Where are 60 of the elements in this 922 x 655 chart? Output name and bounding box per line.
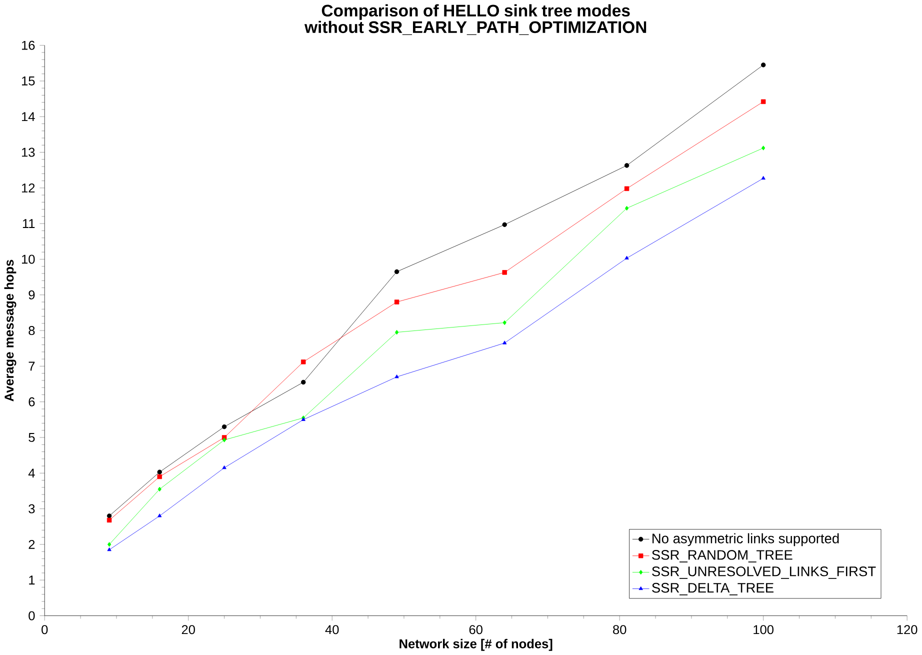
- point: [222, 438, 226, 442]
- point: [624, 256, 629, 260]
- x-tick-label: 20: [182, 625, 195, 634]
- point: [394, 269, 400, 274]
- point: [394, 374, 399, 378]
- x-tick-label: 80: [613, 625, 626, 634]
- chart-title: Comparison of HELLO sink tree modes without SSR_EARLY_PATH_OPTIMIZATION: [304, 4, 646, 35]
- y-tick-label: 9: [28, 290, 35, 300]
- y-tick-label: 14: [22, 112, 35, 121]
- y-tick-label: 10: [22, 254, 35, 264]
- y-tick-label: 5: [28, 432, 35, 442]
- point: [762, 146, 766, 150]
- y-tick-label: 11: [22, 219, 35, 228]
- y-tick-label: 6: [28, 397, 35, 406]
- y-tick-label: 13: [22, 148, 35, 157]
- point: [157, 474, 162, 480]
- y-tick-label: 3: [28, 504, 35, 514]
- point: [300, 359, 306, 364]
- y-tick-label: 7: [28, 362, 35, 371]
- point: [158, 513, 162, 518]
- legend-label: SSR_DELTA_TREE: [652, 582, 774, 596]
- x-tick-label: 40: [325, 625, 339, 634]
- point: [107, 542, 112, 547]
- point: [760, 99, 766, 104]
- point: [158, 486, 162, 492]
- x-tick-label: 100: [754, 625, 774, 634]
- x-tick-label: 60: [469, 625, 482, 634]
- y-tick-label: 15: [22, 76, 35, 86]
- y-tick-label: 2: [28, 540, 35, 549]
- x-tick-label: 120: [897, 625, 918, 634]
- legend-label: No asymmetric links supported: [652, 533, 839, 546]
- y-tick-label: 8: [28, 326, 35, 336]
- point: [760, 62, 766, 68]
- point: [761, 176, 766, 180]
- y-tick-label: 0: [28, 611, 35, 620]
- point: [502, 270, 507, 275]
- legend-label: SSR_RANDOM_TREE: [652, 550, 792, 562]
- y-tick-label: 12: [22, 183, 35, 192]
- point: [300, 380, 306, 385]
- x-tick-label: 0: [42, 625, 48, 634]
- point: [222, 424, 227, 430]
- point: [502, 320, 506, 325]
- y-tick-label: 1: [29, 576, 35, 584]
- point: [107, 547, 112, 552]
- point: [624, 186, 630, 191]
- y-tick-label: 4: [28, 468, 35, 478]
- point: [624, 206, 629, 211]
- point: [157, 470, 162, 474]
- point: [624, 163, 630, 168]
- legend-label: SSR_UNRESOLVED_LINKS_FIRST: [652, 566, 876, 579]
- point: [106, 518, 112, 522]
- point: [394, 300, 400, 304]
- x-axis-title: Network size [# of nodes]: [400, 638, 552, 651]
- point: [502, 340, 507, 344]
- point: [394, 330, 399, 335]
- point: [106, 513, 112, 518]
- point: [502, 222, 507, 227]
- y-tick-label: 16: [22, 40, 35, 50]
- y-axis-title: Average message hops: [4, 260, 16, 402]
- point: [222, 465, 226, 470]
